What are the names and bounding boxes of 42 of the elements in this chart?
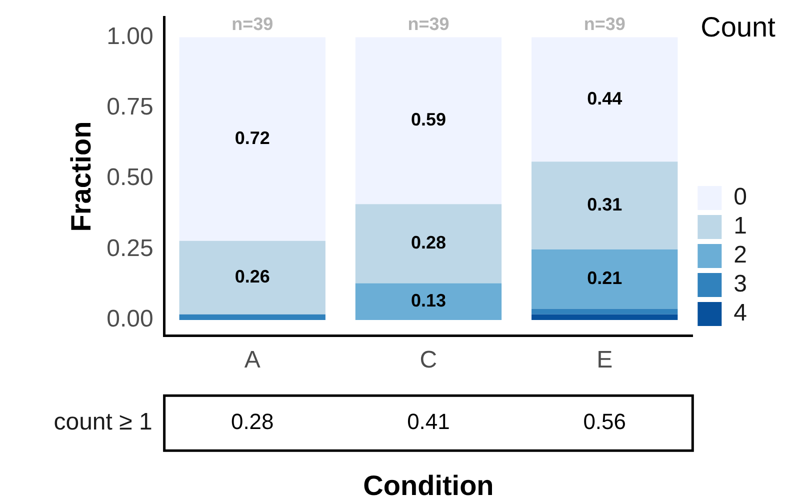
data-label: 0.26 <box>234 266 270 287</box>
text: count ≥ 1 <box>54 408 152 436</box>
y-tick-label: 0.00 <box>106 306 154 333</box>
bar <box>532 162 678 250</box>
x-tick-label: A <box>244 346 260 374</box>
data-label: 0.72 <box>234 128 270 148</box>
y-axis-title: Fraction <box>66 121 97 232</box>
x-axis-title: Condition <box>363 470 494 501</box>
bar <box>179 314 326 320</box>
x-tick-label: C <box>420 346 438 374</box>
y-tick-label: 1.00 <box>106 22 154 50</box>
legend-label: 0 <box>734 184 748 211</box>
legend-label: 1 <box>734 212 748 240</box>
bar <box>179 37 326 241</box>
annotation: n=39 <box>232 14 274 34</box>
bar <box>532 37 678 162</box>
legend-label: 2 <box>734 242 748 269</box>
y-tick-label: 0.25 <box>106 234 154 262</box>
y-tick-label: 0.50 <box>106 164 154 192</box>
data-label: 0.44 <box>587 88 622 108</box>
legend-label: 4 <box>734 300 748 327</box>
text: 0.28 <box>230 409 274 434</box>
x-tick-label: E <box>596 346 613 374</box>
bar <box>355 283 502 320</box>
bar <box>355 204 502 284</box>
bar <box>532 249 678 309</box>
bar <box>532 308 678 314</box>
legend-title: Count <box>700 12 776 43</box>
data-label: 0.21 <box>587 268 622 288</box>
data-label: 0.28 <box>410 232 446 253</box>
annotation: n=39 <box>408 14 450 34</box>
data-label: 0.31 <box>587 194 622 214</box>
data-label: 0.59 <box>410 110 446 130</box>
bar <box>532 314 678 320</box>
text: 0.56 <box>583 409 626 434</box>
legend-label: 3 <box>734 270 748 298</box>
data-label: 0.13 <box>410 290 446 311</box>
text: 0.41 <box>407 409 450 434</box>
y-tick-label: 0.75 <box>106 94 154 121</box>
annotation: n=39 <box>584 14 626 34</box>
bar <box>179 240 326 314</box>
bar <box>355 37 502 204</box>
